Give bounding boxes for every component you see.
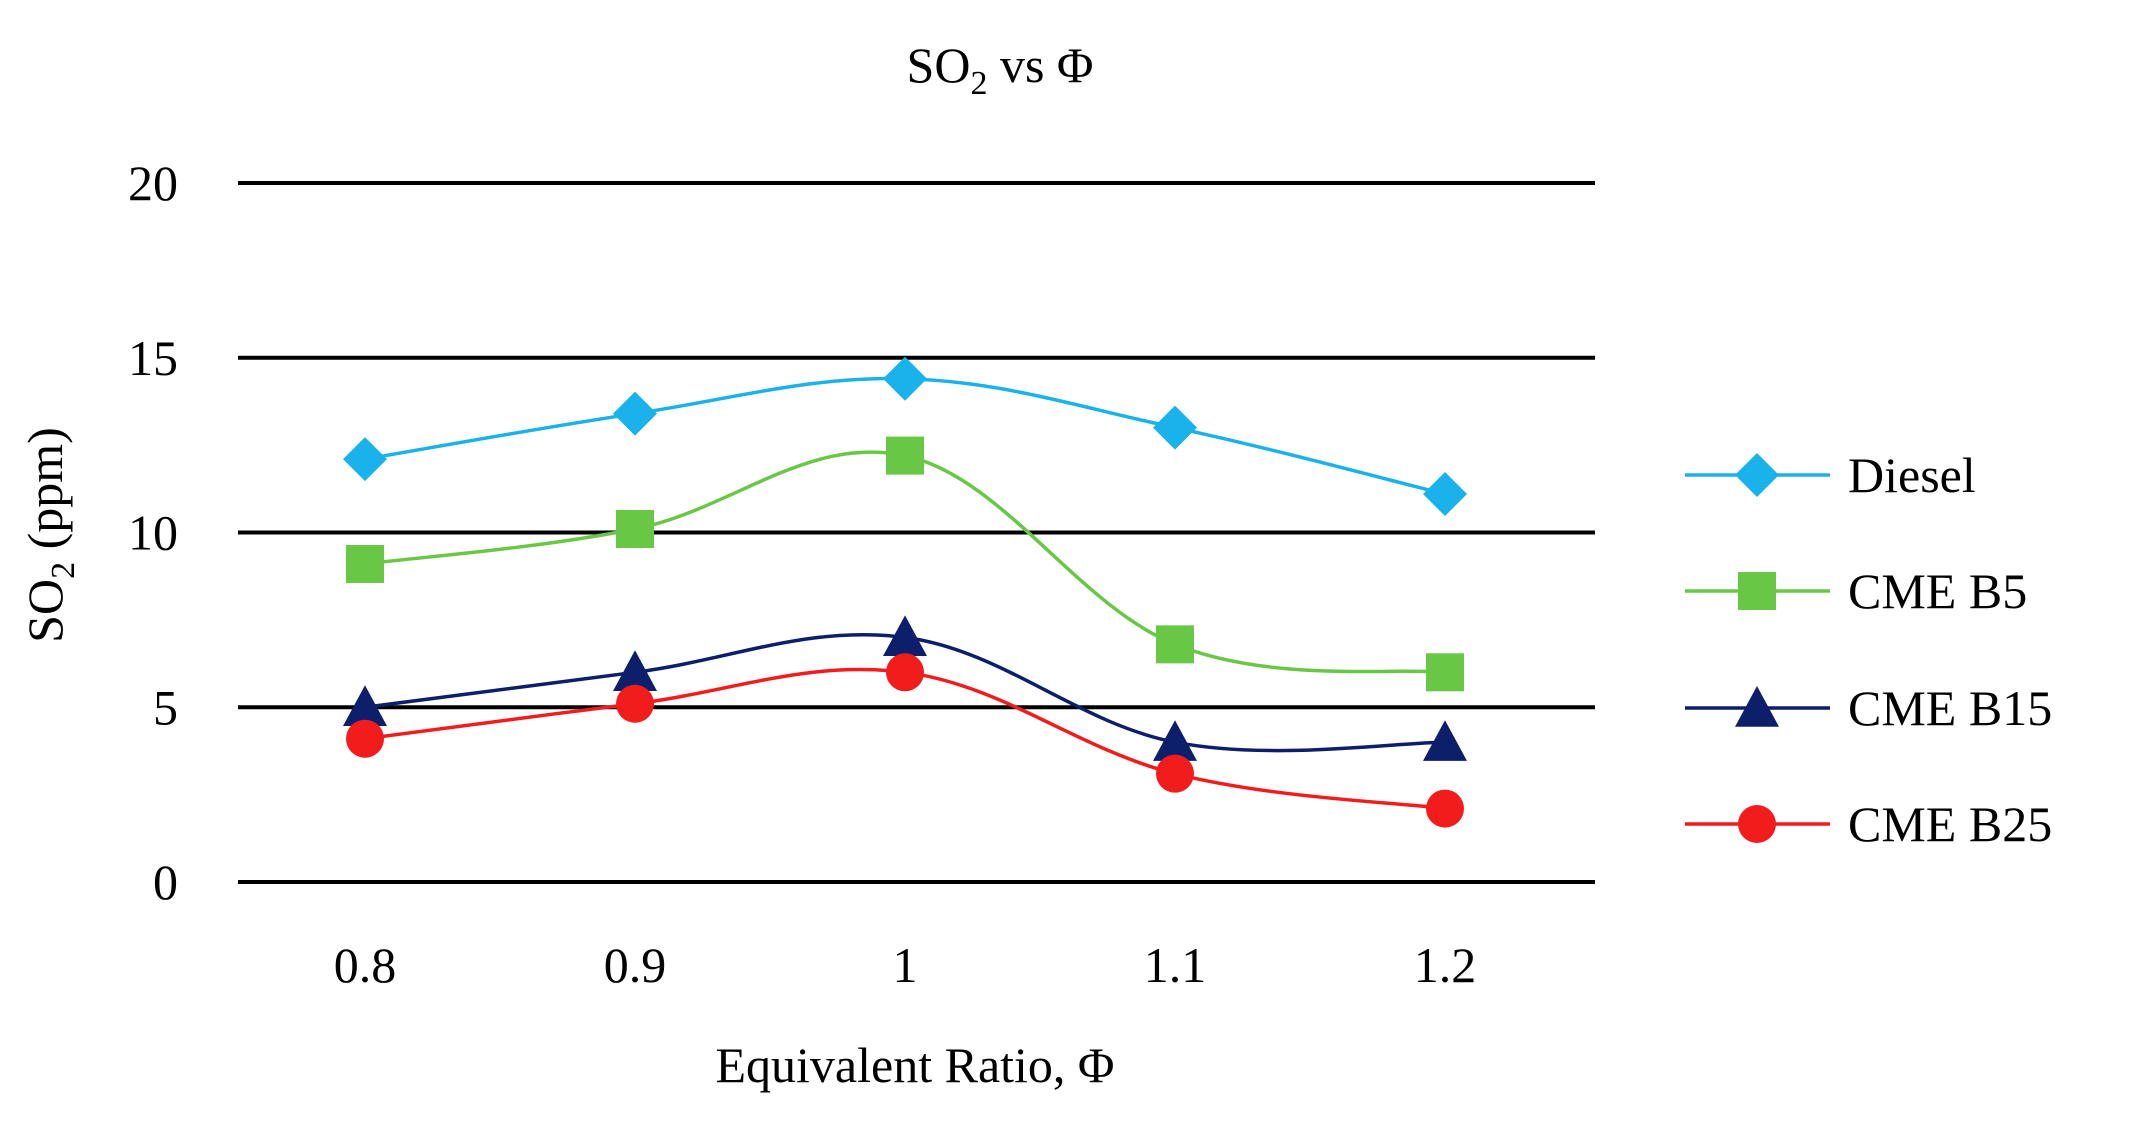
y-axis-label-subscript: 2: [45, 562, 82, 579]
chart-title-main: SO: [907, 37, 971, 93]
data-point-square: [1426, 653, 1464, 692]
y-tick-label: 10: [128, 505, 178, 561]
y-tick-label: 20: [128, 155, 178, 211]
legend: Diesel CME B5 CME B15 CME B25: [1685, 447, 2052, 852]
legend-marker-triangle: [1735, 686, 1779, 727]
gridlines: [238, 181, 1595, 884]
x-tick-label: 1: [893, 937, 918, 993]
series-cme-b5: [346, 436, 1464, 692]
data-point-diamond: [1153, 405, 1197, 450]
y-tick-label: 0: [153, 854, 178, 910]
y-axis-label: SO2 (ppm): [17, 427, 82, 643]
legend-item: CME B25: [1685, 796, 2052, 852]
data-point-diamond: [1423, 472, 1467, 517]
data-point-circle: [616, 684, 654, 723]
data-point-diamond: [343, 437, 387, 482]
series-diesel: [343, 356, 1467, 517]
x-tick-label: 1.2: [1414, 937, 1477, 993]
data-point-circle: [886, 653, 924, 692]
chart-title: SO2 vs Φ: [907, 37, 1094, 102]
series-cme-b25: [346, 653, 1464, 828]
y-tick-label: 15: [128, 330, 178, 386]
legend-marker-circle: [1738, 805, 1776, 843]
y-tick-labels: 0 5 10 15 20: [128, 155, 178, 910]
y-axis-label-main: SO: [17, 579, 73, 643]
chart-title-suffix: vs Φ: [987, 37, 1093, 93]
data-point-triangle: [613, 650, 657, 691]
data-point-circle: [346, 719, 384, 758]
data-point-square: [616, 510, 654, 549]
data-point-square: [1156, 625, 1194, 664]
legend-marker-square: [1738, 572, 1776, 610]
legend-label: CME B15: [1848, 680, 2052, 736]
data-point-triangle: [343, 685, 387, 726]
legend-item: CME B5: [1685, 563, 2027, 619]
series-cme-b15: [343, 615, 1467, 761]
legend-item: Diesel: [1685, 447, 1976, 503]
data-point-square: [886, 436, 924, 475]
x-tick-label: 0.9: [604, 937, 667, 993]
data-point-circle: [1156, 754, 1194, 793]
y-axis-label-suffix: (ppm): [17, 427, 73, 562]
data-point-diamond: [613, 391, 657, 436]
data-point-triangle: [883, 615, 927, 657]
x-tick-label: 0.8: [334, 937, 397, 993]
data-point-diamond: [883, 356, 927, 401]
x-axis-label: Equivalent Ratio, Φ: [716, 1037, 1115, 1093]
data-point-square: [346, 544, 384, 583]
legend-label: Diesel: [1848, 447, 1976, 503]
legend-marker-diamond: [1735, 453, 1779, 497]
data-point-triangle: [1423, 720, 1467, 761]
legend-item: CME B15: [1685, 680, 2052, 736]
y-tick-label: 5: [153, 679, 178, 735]
legend-label: CME B5: [1848, 563, 2027, 619]
data-point-triangle: [1153, 720, 1197, 761]
data-point-circle: [1426, 789, 1464, 828]
x-tick-label: 1.1: [1144, 937, 1207, 993]
legend-label: CME B25: [1848, 796, 2052, 852]
series-group: [343, 356, 1467, 828]
x-tick-labels: 0.8 0.9 1 1.1 1.2: [334, 937, 1477, 993]
chart-title-subscript: 2: [970, 65, 987, 102]
